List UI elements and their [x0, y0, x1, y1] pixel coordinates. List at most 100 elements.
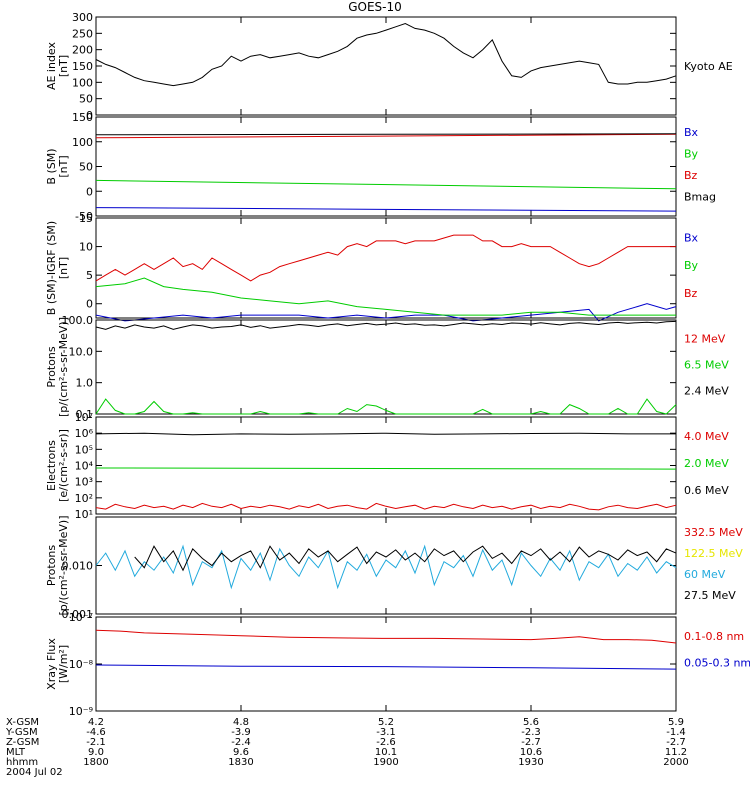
- y-tick-label: 100: [72, 136, 93, 149]
- y-tick-label: 0: [86, 109, 93, 122]
- y-axis-label: [W/m²]: [57, 645, 70, 683]
- series-bz: [95, 133, 677, 139]
- x-tick-value: 2000: [663, 757, 688, 768]
- y-tick-label: 1.0: [76, 377, 94, 390]
- legend-label: Bx: [684, 126, 699, 139]
- panel-frame: [95, 16, 677, 116]
- y-axis-label: [p/(cm²-s-sr-MeV)]: [57, 516, 70, 616]
- y-tick-label: 10.0: [69, 345, 94, 358]
- series-0-6-mev: [95, 432, 676, 436]
- y-tick-label: 150: [72, 60, 93, 73]
- series-27-5-mev: [134, 545, 677, 572]
- y-tick-label: 50: [79, 93, 93, 106]
- x-tick-value: 10.6: [520, 747, 542, 758]
- y-tick-label: 100.0: [62, 314, 94, 327]
- x-tick-value: -4.6: [86, 727, 106, 738]
- panel-3: 0 5 10 15 B (SM)-IGRF (SM) [nT] Bx By Bz: [45, 212, 699, 322]
- x-tick-value: -1.4: [666, 727, 686, 738]
- panel-4: 0.1 1.0 10.0 100.0 Protons [p/(cm²-s-sr-MeV)]…: [45, 314, 729, 421]
- series-by: [95, 179, 677, 190]
- x-row-label: Y-GSM: [5, 727, 38, 738]
- y-axis-label: Protons: [45, 346, 58, 387]
- x-tick-value: 1830: [228, 757, 253, 768]
- y-tick-label: 10³: [75, 476, 93, 489]
- legend-label: By: [684, 148, 699, 161]
- panel-7: 10⁻⁹ 10⁻⁸ 10⁻⁷ Xray Flux [W/m²] 0.1-0.8 nm 0.0…: [45, 611, 750, 718]
- y-axis-label: Xray Flux: [45, 638, 58, 690]
- legend-label: 4.0 MeV: [684, 430, 729, 443]
- series-4-0-mev: [95, 502, 677, 511]
- series-bx: [95, 207, 677, 212]
- y-tick-label: 100: [72, 76, 93, 89]
- y-tick-label: 250: [72, 27, 93, 40]
- x-tick-value: -3.1: [376, 727, 396, 738]
- x-tick-value: 9.6: [233, 747, 249, 758]
- series-0-1-0-8-nm: [95, 629, 677, 644]
- y-tick-label: 150: [72, 111, 93, 124]
- x-tick-value: 4.2: [88, 717, 104, 728]
- y-axis-label: AE index: [45, 41, 58, 90]
- series-2-4-mev: [95, 320, 677, 330]
- panel-frame: [95, 319, 677, 415]
- legend-label: 0.05-0.3 nm: [684, 657, 750, 670]
- y-tick-label: 0: [86, 298, 93, 311]
- y-tick-label: 10⁻⁹: [69, 705, 93, 718]
- y-tick-label: 0: [86, 185, 93, 198]
- y-tick-label: 10⁻⁸: [69, 658, 94, 671]
- y-axis-label: [nT]: [57, 55, 70, 77]
- series-by: [95, 277, 676, 316]
- figure-title: GOES-10: [348, 0, 402, 14]
- legend-label: 0.6 MeV: [684, 484, 729, 497]
- x-tick-value: 11.2: [665, 747, 687, 758]
- series-6-5-mev: [95, 398, 677, 415]
- x-tick-value: -2.7: [666, 737, 686, 748]
- y-tick-label: -50: [75, 210, 93, 223]
- panel-frame: [95, 416, 677, 515]
- legend-label: 2.4 MeV: [684, 385, 729, 398]
- legend-label: 60 MeV: [684, 568, 726, 581]
- y-tick-label: 15: [79, 212, 93, 225]
- y-axis-label: [p/(cm²-s-sr-MeV)]: [57, 317, 70, 417]
- panel-frame: [95, 116, 677, 217]
- series-2-0-mev: [95, 467, 677, 470]
- x-tick-value: -2.4: [231, 737, 251, 748]
- x-tick-value: -2.6: [376, 737, 396, 748]
- panel-frame: [95, 217, 677, 319]
- legend-label: Bz: [684, 287, 698, 300]
- x-tick-value: 9.0: [88, 747, 104, 758]
- legend-label: 27.5 MeV: [684, 589, 736, 602]
- y-tick-label: 50: [79, 161, 93, 174]
- series-bx: [95, 303, 677, 322]
- legend-label: Bmag: [684, 191, 716, 204]
- x-tick-value: 1800: [83, 757, 108, 768]
- x-row-label: MLT: [6, 747, 26, 758]
- x-tick-value: 5.9: [668, 717, 684, 728]
- legend-label: Bx: [684, 231, 699, 244]
- y-tick-label: 0.1: [76, 408, 94, 421]
- series-60-mev: [95, 544, 677, 590]
- y-tick-label: 300: [72, 11, 93, 24]
- y-tick-label: 10⁷: [75, 411, 93, 424]
- y-tick-label: 10¹: [75, 508, 93, 521]
- y-axis-label: Protons: [45, 545, 58, 586]
- legend-label: 2.0 MeV: [684, 457, 729, 470]
- x-tick-value: 5.6: [523, 717, 539, 728]
- y-tick-label: 0.001: [62, 608, 94, 621]
- y-axis-label: [nT]: [57, 155, 70, 177]
- panel-5: 10¹ 10² 10³ 10⁴ 10⁵ 10⁶ 10⁷ Electrons [e/(cm²-s-…: [45, 411, 729, 521]
- legend-label: 332.5 MeV: [684, 526, 743, 539]
- x-tick-value: -2.1: [86, 737, 106, 748]
- x-tick-value: -3.9: [231, 727, 251, 738]
- x-tick-value: 5.2: [378, 717, 394, 728]
- y-tick-label: 5: [86, 269, 93, 282]
- y-tick-label: 10⁻⁷: [69, 611, 93, 624]
- y-axis-label: Electrons: [45, 440, 58, 491]
- y-tick-label: 10: [79, 241, 93, 254]
- series-kyoto-ae: [95, 22, 677, 87]
- panel-6: 0.001 0.010 Protons [p/(cm²-s-sr-MeV)] 332.5…: [45, 516, 743, 622]
- x-row-label: hhmm: [6, 757, 38, 768]
- series-bz: [95, 234, 676, 282]
- legend-label: Kyoto AE: [684, 60, 733, 73]
